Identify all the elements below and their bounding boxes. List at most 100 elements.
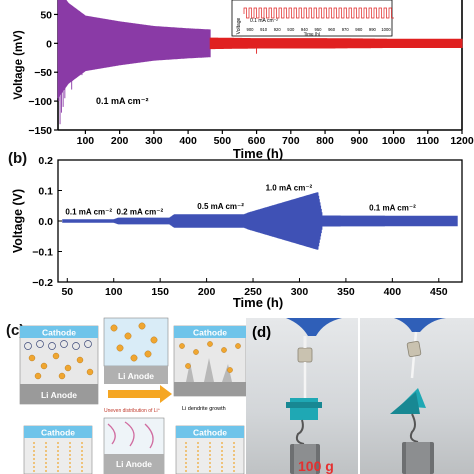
b-annotation: 0.2 mA cm⁻² [117,207,164,216]
c-dendrite-caption: Li dendrite growth [182,406,226,412]
li-ion [193,349,199,355]
b-annotation: 1.0 mA cm⁻² [266,184,313,193]
a-xtick-label: 900 [351,135,369,147]
li-ion [227,367,233,373]
a-xtick-label: 100 [77,135,95,147]
a-xtick-label: 600 [248,135,266,147]
li-ion [116,344,124,352]
a-inset-xtick-label: 990 [369,27,377,32]
a-xtick-label: 1000 [382,135,406,147]
a-y-axis-label: Voltage (mV) [13,30,25,100]
a-inset-xtick-label: 950 [315,27,323,32]
a-series-1 [57,0,211,99]
a-series-2 [209,37,463,50]
a-xtick-label: 300 [145,135,163,147]
anion-ring [84,340,92,348]
c-cell-zoom: Li Anode [103,317,169,384]
a-inset-xlabel: Time (h) [304,32,321,37]
a-ytick-label: −150 [28,125,52,137]
a-ytick-label: 50 [40,9,52,21]
anion-ring [36,340,44,348]
a-current-label: 0.1 mA cm⁻² [96,96,148,106]
panel-d-photo-left: (d) 100 g [246,318,358,474]
a-inset-xtick-label: 900 [247,27,255,32]
b-ytick-label: −0.1 [32,247,53,259]
c-cell-initial: Cathode Li Anode [19,325,99,405]
b-ytick-label: 0.1 [38,186,53,198]
li-ion [150,336,158,344]
a-inset: Voltage 0.1 mA cm⁻² 900 910 920 930 940 950 96… [231,0,394,37]
a-inset-ylabel: Voltage [236,17,242,34]
panel-d-letter: (d) [252,324,272,341]
li-ion [52,352,60,360]
b-annotation: 0.5 mA cm⁻² [197,202,244,211]
panel-b-letter: (b) [8,150,28,167]
b-xtick-label: 50 [61,286,73,298]
anion-ring [24,342,32,350]
li-ion [179,343,185,349]
a-inset-xtick-label: 940 [301,27,309,32]
a-ytick-label: −50 [34,67,52,79]
li-ion [34,372,42,380]
li-ion [58,372,66,380]
b-xtick-label: 450 [430,286,448,298]
c-cell-dendrite: Cathode [173,325,247,397]
li-ion [40,362,48,370]
b-xtick-label: 350 [337,286,355,298]
weight-label: 100 g [298,458,334,474]
a-xtick-label: 700 [282,135,300,147]
a-inset-xtick-label: 1000 [381,27,391,32]
b-xtick-label: 100 [105,286,123,298]
c-process-arrow [108,385,172,403]
b-ytick-label: 0.2 [38,155,53,167]
li-ion [221,347,227,353]
panel-c-schematic: Cathode Li Anode Li Anode Uneven distrib… [19,317,247,474]
li-ion [124,332,132,340]
a-xtick-label: 1200 [450,135,474,147]
li-ion [235,343,241,349]
a-inset-xtick-label: 930 [287,27,295,32]
b-series [62,192,458,250]
li-ion [144,350,152,358]
li-ion [28,354,36,362]
b-annotation: 0.1 mA cm⁻² [369,203,416,212]
li-ion [86,368,94,376]
a-inset-xtick-label: 960 [328,27,336,32]
b-ytick-label: 0.0 [38,216,53,228]
panel-d-photo-right [360,318,474,474]
anion-ring [48,342,56,350]
li-ion [110,324,118,332]
b-xtick-label: 250 [244,286,262,298]
b-xtick-label: 200 [198,286,216,298]
li-ion [138,322,146,330]
b-ytick-label: −0.2 [32,277,53,289]
b-xtick-label: 300 [291,286,309,298]
c-cathode-label-4: Cathode [41,428,75,438]
li-ion [130,354,138,362]
li-ion [207,341,213,347]
a-inset-xtick-label: 920 [274,27,282,32]
a-xtick-label: 500 [214,135,232,147]
anion-ring [72,342,80,350]
a-xtick-label: 400 [179,135,197,147]
c-anode-label-4: Li Anode [116,459,152,469]
a-xtick-label: 200 [111,135,129,147]
a-ytick-label: −100 [28,96,52,108]
a-xtick-label: 800 [316,135,334,147]
a-inset-xtick-label: 910 [260,27,268,32]
a-inset-series [243,7,394,19]
a-xtick-label: 1100 [416,135,439,147]
b-x-axis-label: Time (h) [233,295,283,310]
panel-a-chart: 500−50−100−150 100 200 300 400 500 600 700 800 9… [13,0,474,160]
panel-b-chart: 0.2 0.1 0.0 −0.1 −0.2 50 100 150 200 250 300 350 40… [11,155,463,310]
b-y-axis-label: Voltage (V) [11,189,25,253]
c-cathode-label-5: Cathode [193,428,227,438]
a-inset-label: 0.1 mA cm⁻² [250,18,278,24]
anion-ring [60,340,68,348]
c-anode-label-2: Li Anode [118,371,154,381]
c-cathode-label-1: Cathode [42,328,76,338]
li-ion [76,356,84,364]
a-inset-xtick-label: 980 [355,27,363,32]
a-inset-xtick-label: 970 [342,27,350,32]
b-annotation: 0.1 mA cm⁻² [65,207,112,216]
